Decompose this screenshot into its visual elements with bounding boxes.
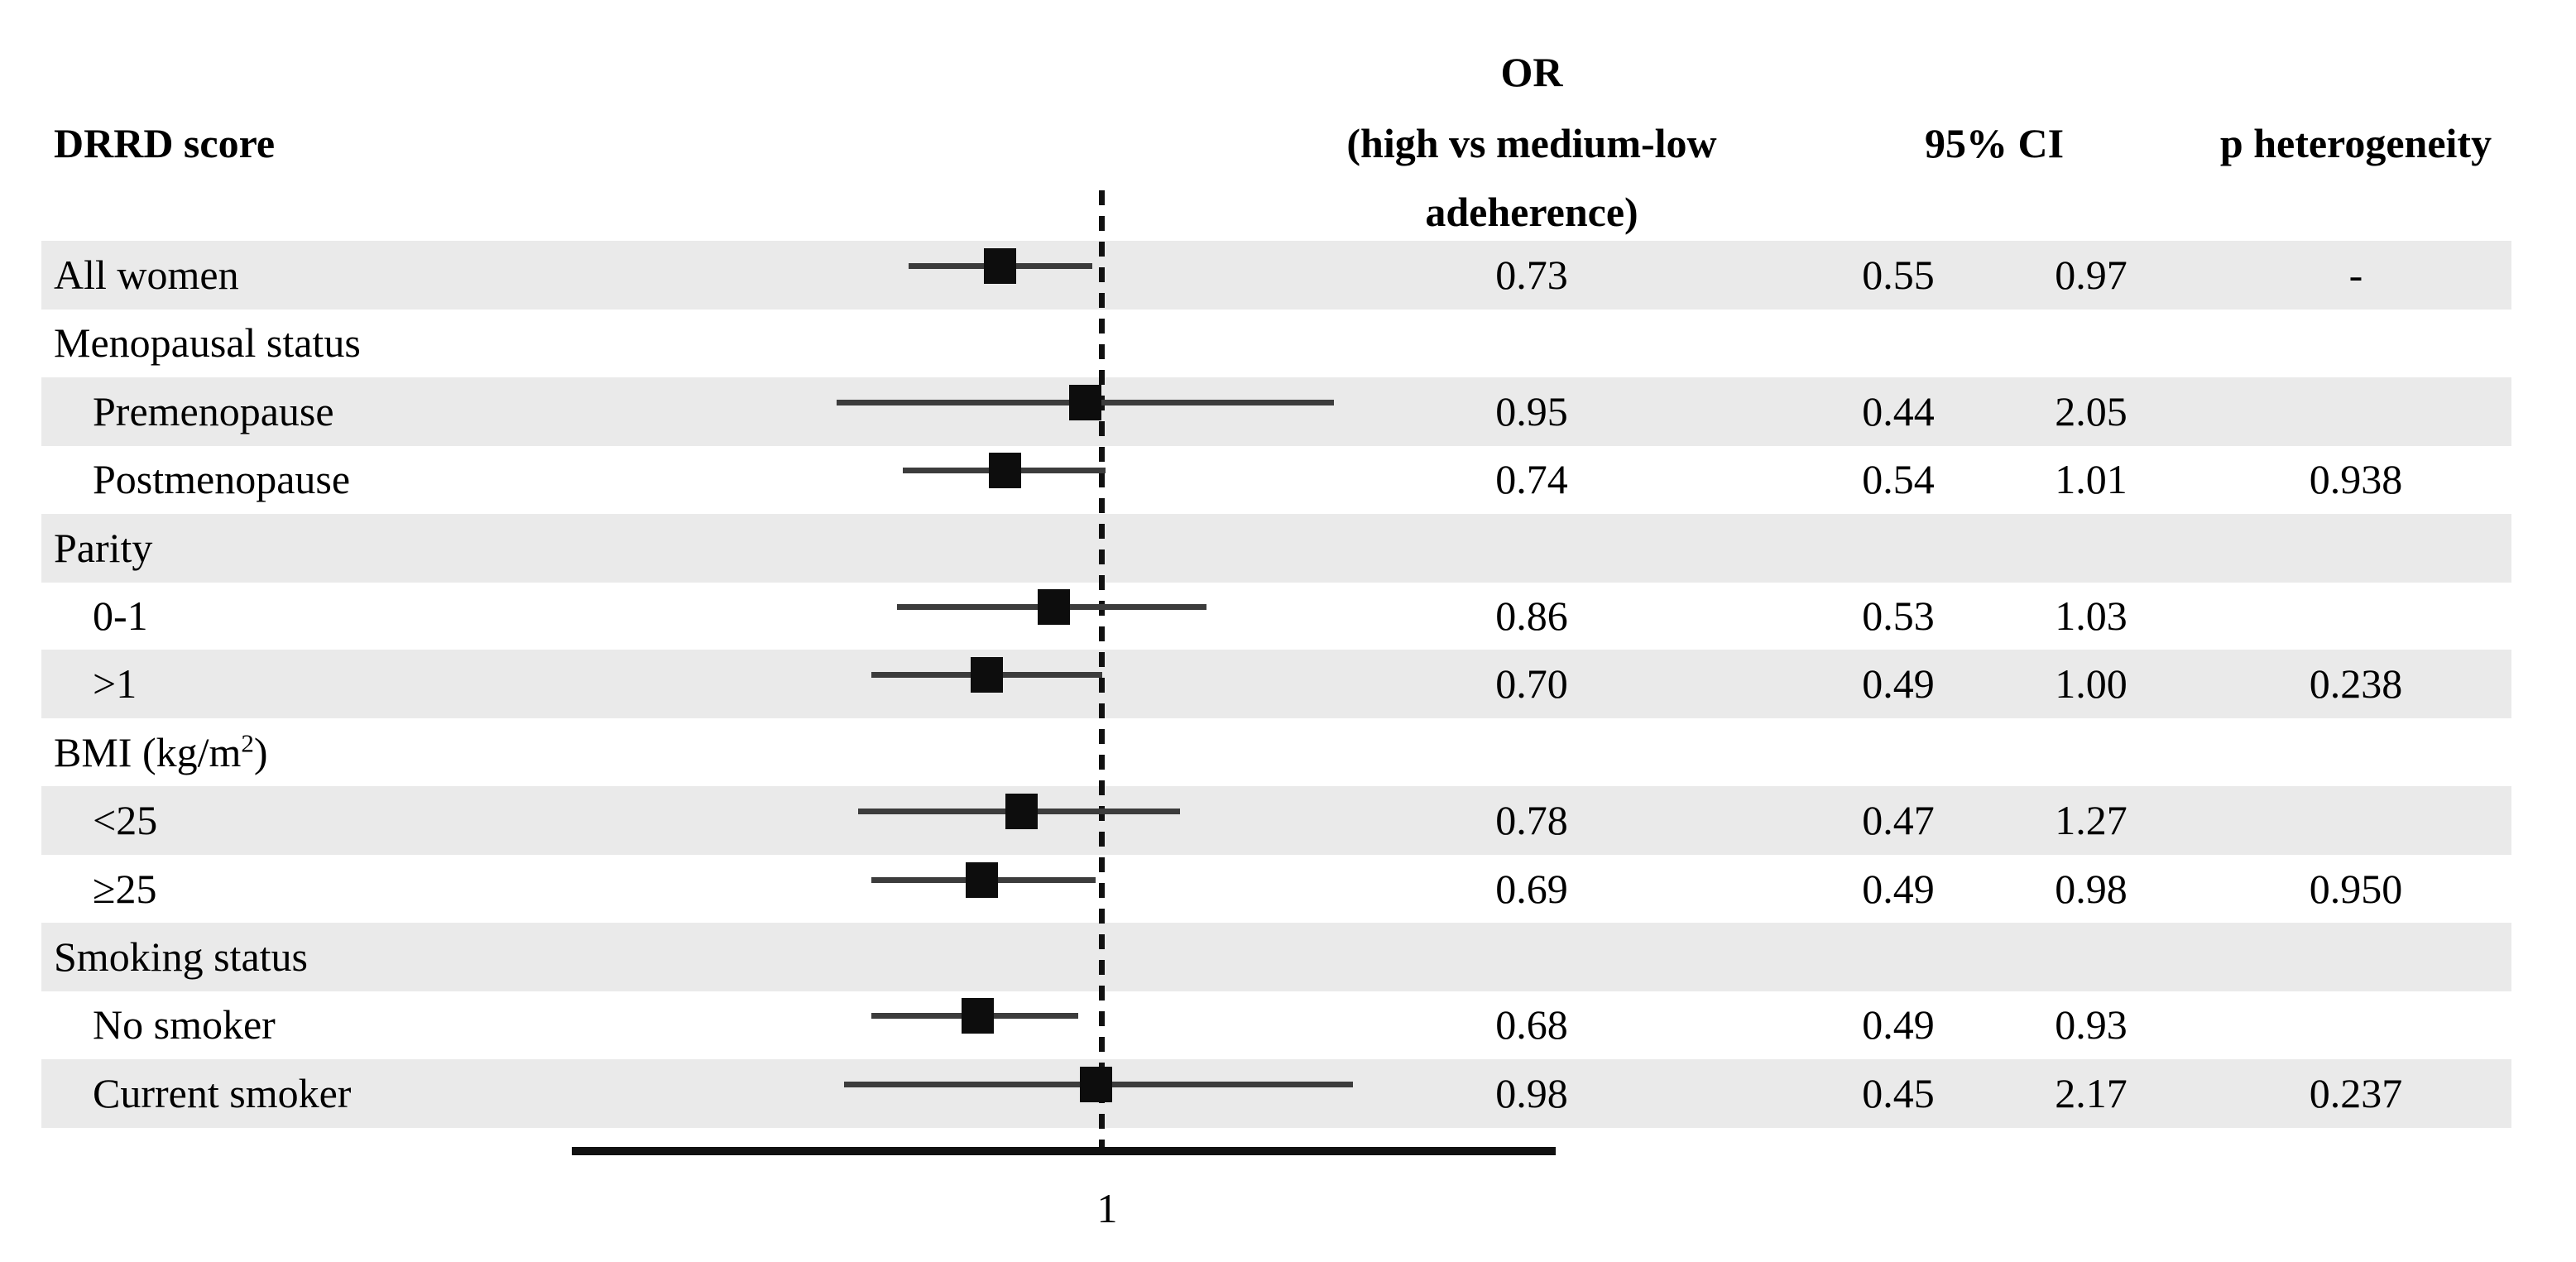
ci-low-value: 0.49 (1862, 1001, 1935, 1048)
row-label: ≥25 (93, 866, 157, 912)
row-label: All women (54, 252, 239, 298)
ci-high-value: 0.93 (2055, 1001, 2127, 1048)
row-stripe (41, 377, 2511, 446)
ci-low-value: 0.55 (1862, 252, 1935, 298)
ci-low-value: 0.54 (1862, 456, 1935, 502)
or-marker (962, 998, 994, 1034)
row-stripe (41, 923, 2511, 991)
row-label: No smoker (93, 1001, 276, 1048)
row-label-category: Parity (54, 525, 153, 571)
ci-high-value: 1.00 (2055, 660, 2127, 707)
column-header-p-heterogeneity: p heterogeneity (2219, 120, 2492, 166)
or-value: 0.95 (1495, 388, 1568, 434)
row-stripe (41, 786, 2511, 855)
ci-high-value: 0.97 (2055, 252, 2127, 298)
or-value: 0.69 (1495, 866, 1568, 912)
column-header-95ci: 95% CI (1924, 120, 2065, 166)
row-label: Current smoker (93, 1070, 352, 1116)
row-stripe (41, 1059, 2511, 1128)
or-marker (1069, 385, 1101, 420)
or-marker (1080, 1067, 1112, 1102)
row-label: Postmenopause (93, 456, 351, 502)
or-value: 0.68 (1495, 1001, 1568, 1048)
column-header-or-line1: OR (1500, 49, 1563, 95)
or-marker (984, 248, 1016, 284)
or-value: 0.86 (1495, 593, 1568, 639)
or-marker (1005, 794, 1038, 829)
column-header-or-line2: (high vs medium-low (1346, 120, 1717, 166)
row-label-category: Smoking status (54, 933, 308, 980)
or-value: 0.70 (1495, 660, 1568, 707)
row-label: >1 (93, 660, 137, 707)
row-stripe (41, 514, 2511, 583)
ci-low-value: 0.49 (1862, 866, 1935, 912)
ci-high-value: 1.27 (2055, 797, 2127, 843)
p-het-value: - (2348, 252, 2363, 298)
ci-high-value: 0.98 (2055, 866, 2127, 912)
ci-low-value: 0.53 (1862, 593, 1935, 639)
or-value: 0.78 (1495, 797, 1568, 843)
row-stripe (41, 241, 2511, 310)
ci-low-value: 0.44 (1862, 388, 1935, 434)
or-value: 0.98 (1495, 1070, 1568, 1116)
ci-high-value: 1.01 (2055, 456, 2127, 502)
p-het-value: 0.938 (2309, 456, 2403, 502)
row-label: Premenopause (93, 388, 334, 434)
or-value: 0.73 (1495, 252, 1568, 298)
row-label-category: Menopausal status (54, 319, 361, 366)
row-label: <25 (93, 797, 158, 843)
or-marker (1038, 589, 1070, 625)
p-het-value: 0.237 (2309, 1070, 2403, 1116)
reference-line-dashed (1099, 190, 1105, 1147)
ci-low-value: 0.49 (1862, 660, 1935, 707)
or-marker (989, 453, 1021, 488)
row-label-category: BMI (kg/m2) (54, 728, 268, 775)
ci-low-value: 0.45 (1862, 1070, 1935, 1116)
ci-high-value: 1.03 (2055, 593, 2127, 639)
column-header-drrd-score: DRRD score (54, 120, 276, 166)
row-label: 0-1 (93, 593, 148, 639)
ci-high-value: 2.05 (2055, 388, 2127, 434)
or-marker (966, 862, 998, 898)
x-axis-tick-label: 1 (1096, 1185, 1118, 1231)
ci-low-value: 0.47 (1862, 797, 1935, 843)
p-het-value: 0.950 (2309, 866, 2403, 912)
row-stripe (41, 650, 2511, 718)
p-het-value: 0.238 (2309, 660, 2403, 707)
x-axis-line (572, 1147, 1556, 1155)
column-header-or-line3: adeherence) (1425, 189, 1638, 235)
or-value: 0.74 (1495, 456, 1568, 502)
or-marker (971, 657, 1003, 693)
ci-high-value: 2.17 (2055, 1070, 2127, 1116)
